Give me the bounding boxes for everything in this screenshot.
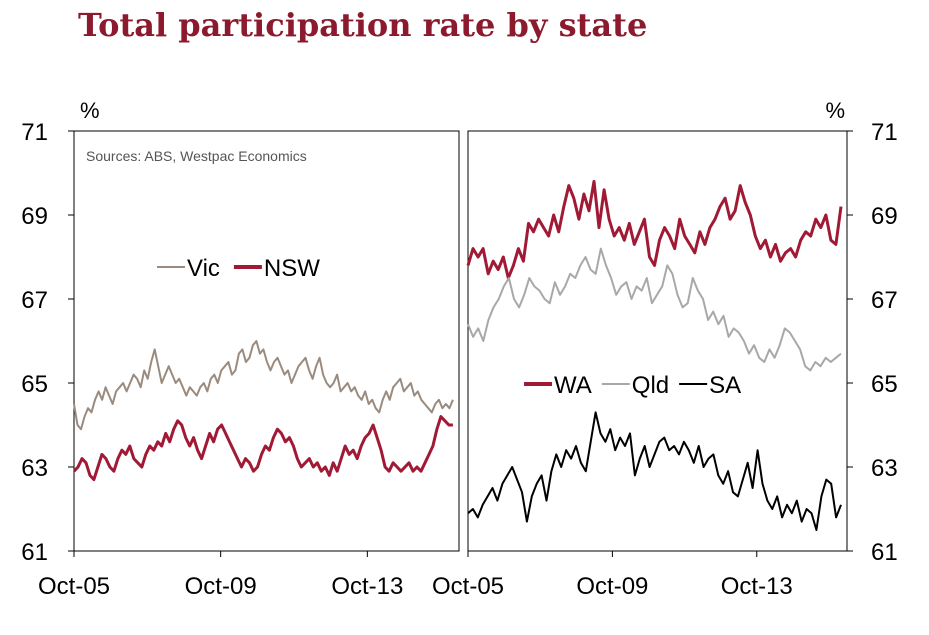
y-tick-label: 63 bbox=[21, 455, 48, 482]
x-tick-label: Oct-09 bbox=[576, 573, 648, 600]
x-tick-label: Oct-05 bbox=[432, 573, 504, 600]
legend-label-nsw: NSW bbox=[264, 255, 320, 282]
y-tick-label: 69 bbox=[21, 203, 48, 230]
series-line-qld bbox=[467, 247, 842, 372]
legend-label-vic: Vic bbox=[187, 255, 220, 282]
x-tick-label: Oct-13 bbox=[721, 573, 793, 600]
y-tick-label: 67 bbox=[21, 287, 48, 314]
y-tick-label: 71 bbox=[871, 119, 898, 146]
y-tick-label: 61 bbox=[871, 539, 898, 566]
legend-label-sa: SA bbox=[709, 372, 741, 399]
y-tick-label: 69 bbox=[871, 203, 898, 230]
x-tick-label: Oct-05 bbox=[38, 573, 110, 600]
x-tick-label: Oct-13 bbox=[331, 573, 403, 600]
legend-label-qld: Qld bbox=[632, 372, 669, 399]
right-panel: 61 63 65 67 69 71% Oct-05 Oct-09 Oct-13 WA Qld SA bbox=[432, 98, 898, 600]
source-note: Sources: ABS, Westpac Economics bbox=[86, 148, 307, 164]
series-line-vic bbox=[73, 340, 454, 431]
x-tick-label: Oct-09 bbox=[185, 573, 257, 600]
plot-frame bbox=[467, 130, 848, 552]
plot-frame bbox=[73, 130, 460, 552]
y-tick-label: 65 bbox=[21, 371, 48, 398]
y-tick-label: 65 bbox=[871, 371, 898, 398]
left-panel: 61 63 65 67 69 71% Oct-05 Oct-09 Oct-13 Sources: … bbox=[21, 98, 460, 600]
y-tick-label: 63 bbox=[871, 455, 898, 482]
chart-title: Total participation rate by state bbox=[78, 6, 648, 44]
series-line-nsw bbox=[72, 415, 453, 482]
y-tick-label: 67 bbox=[871, 287, 898, 314]
y-tick-label: 71 bbox=[21, 119, 48, 146]
series-line-wa bbox=[466, 179, 843, 280]
y-tick-label: 61 bbox=[21, 539, 48, 566]
y-unit-label: % bbox=[825, 98, 845, 123]
series-line-sa bbox=[467, 411, 842, 531]
legend-label-wa: WA bbox=[554, 372, 592, 399]
y-unit-label: % bbox=[80, 98, 100, 123]
